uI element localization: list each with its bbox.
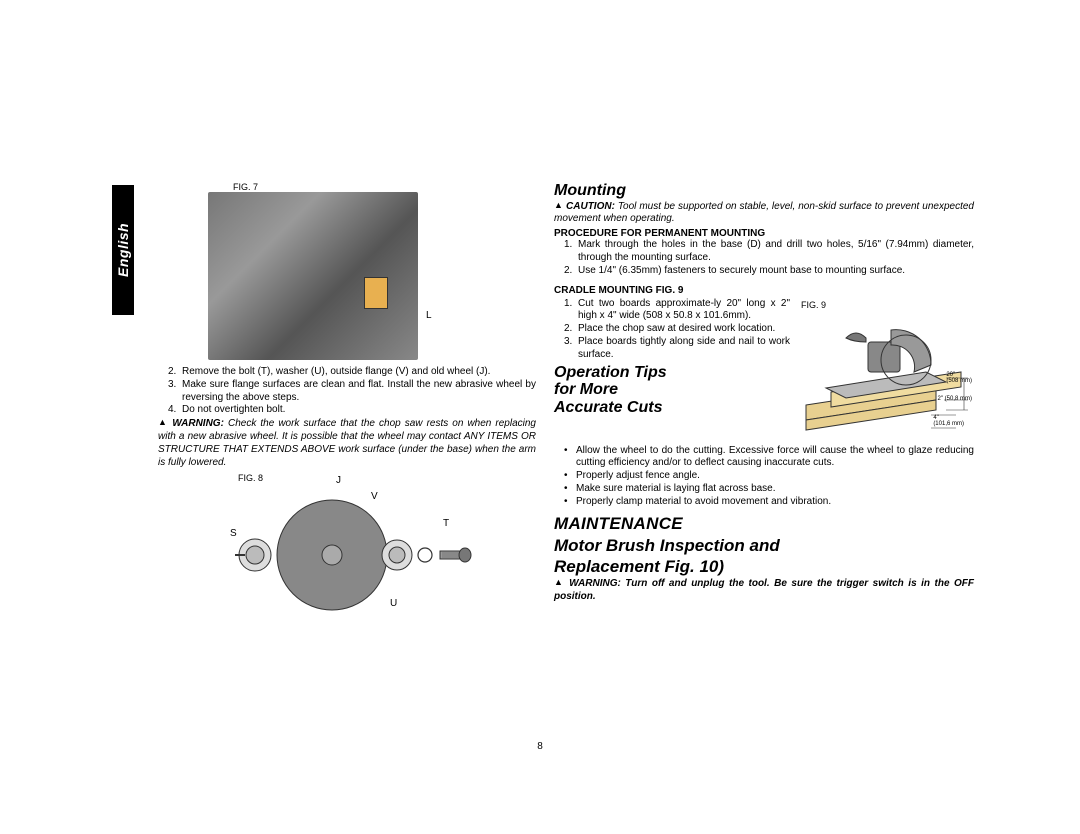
step-number: 2. <box>564 323 578 336</box>
step-number: 3. <box>168 379 182 405</box>
bullet-item: • Properly adjust fence angle. <box>564 470 974 483</box>
warning-icon: ▲ <box>554 577 565 587</box>
bullet-dot: • <box>564 496 576 509</box>
maintenance-warning: ▲ WARNING: Turn off and unplug the tool.… <box>554 577 974 604</box>
fig8-label: FIG. 8 <box>238 473 263 483</box>
fig9-label: FIG. 9 <box>801 300 974 310</box>
figure-7: FIG. 7 L <box>158 182 536 360</box>
caution-label: CAUTION: <box>566 201 615 212</box>
dim-20: 20"(508 mm) <box>946 372 972 384</box>
motor-heading-2: Replacement Fig. 10) <box>554 558 974 577</box>
step-number: 2. <box>564 265 578 278</box>
motor-heading-1: Motor Brush Inspection and <box>554 537 974 556</box>
list-item: 1. Cut two boards approximate-ly 20" lon… <box>564 298 790 324</box>
step-number: 1. <box>564 239 578 265</box>
bullet-item: • Make sure material is laying flat acro… <box>564 483 974 496</box>
step-number: 3. <box>564 336 578 362</box>
figure-8: FIG. 8 J V T S U <box>158 473 536 643</box>
cradle-mounting-heading: CRADLE MOUNTING FIG. 9 <box>554 285 683 296</box>
bullet-text: Allow the wheel to do the cutting. Exces… <box>576 445 974 471</box>
step-text: Use 1/4" (6.35mm) fasteners to securely … <box>578 265 974 278</box>
bullet-text: Properly adjust fence angle. <box>576 470 974 483</box>
list-item: 2. Place the chop saw at desired work lo… <box>564 323 790 336</box>
bullet-dot: • <box>564 483 576 496</box>
callout-U: U <box>390 598 397 609</box>
fig7-label: FIG. 7 <box>233 182 536 192</box>
permanent-mounting-heading: PROCEDURE FOR PERMANENT MOUNTING <box>554 228 974 239</box>
warning-label: WARNING: <box>569 578 621 589</box>
bullet-item: • Properly clamp material to avoid movem… <box>564 496 974 509</box>
callout-J: J <box>336 475 341 486</box>
bullet-dot: • <box>564 470 576 483</box>
step-text: Place boards tightly along side and nail… <box>578 336 790 362</box>
list-item: 1. Mark through the holes in the base (D… <box>564 239 974 265</box>
ops-heading-1: Operation Tips <box>554 364 792 382</box>
fig7-callout-L: L <box>426 310 432 321</box>
caution-icon: ▲ <box>554 200 563 210</box>
warning-paragraph: ▲ WARNING: Check the work surface that t… <box>158 417 536 469</box>
list-item: 2. Use 1/4" (6.35mm) fasteners to secure… <box>564 265 974 278</box>
caution-text: Tool must be supported on stable, level,… <box>554 201 974 225</box>
step-text: Mark through the holes in the base (D) a… <box>578 239 974 265</box>
dim-2: 2" (50,8 mm) <box>938 396 972 402</box>
bullet-dot: • <box>564 445 576 471</box>
step-number: 1. <box>564 298 578 324</box>
figure-9: FIG. 9 <box>796 300 974 445</box>
ops-heading-2: for More <box>554 381 792 399</box>
list-item: 3. Place boards tightly along side and n… <box>564 336 790 362</box>
page-number: 8 <box>0 741 1080 752</box>
list-item: 4. Do not overtighten bolt. <box>168 404 536 417</box>
list-item: 2. Remove the bolt (T), washer (U), outs… <box>168 366 536 379</box>
right-column: Mounting ▲ CAUTION: Tool must be support… <box>554 182 974 604</box>
step-text: Cut two boards approximate-ly 20" long x… <box>578 298 790 324</box>
left-column: FIG. 7 L 2. Remove the bolt (T), washer … <box>158 182 536 643</box>
step-text: Do not overtighten bolt. <box>182 404 536 417</box>
callout-T: T <box>443 518 449 529</box>
callout-S: S <box>230 528 237 539</box>
bullet-item: • Allow the wheel to do the cutting. Exc… <box>564 445 974 471</box>
step-text: Place the chop saw at desired work locat… <box>578 323 790 336</box>
callout-V: V <box>371 491 378 502</box>
bullet-text: Properly clamp material to avoid movemen… <box>576 496 974 509</box>
step-text: Make sure flange surfaces are clean and … <box>182 379 536 405</box>
fig7-image <box>208 192 418 360</box>
fig8-diagram <box>217 473 477 628</box>
maintenance-heading: MAINTENANCE <box>554 514 974 534</box>
mounting-heading: Mounting <box>554 182 974 200</box>
step-number: 4. <box>168 404 182 417</box>
step-number: 2. <box>168 366 182 379</box>
step-text: Remove the bolt (T), washer (U), outside… <box>182 366 536 379</box>
list-item: 3. Make sure flange surfaces are clean a… <box>168 379 536 405</box>
language-tab: English <box>112 185 134 315</box>
caution-paragraph: ▲ CAUTION: Tool must be supported on sta… <box>554 200 974 227</box>
warning-icon: ▲ <box>158 417 168 427</box>
dim-4: 4"(101,6 mm) <box>933 415 964 427</box>
ops-heading-3: Accurate Cuts <box>554 399 792 417</box>
bullet-text: Make sure material is laying flat across… <box>576 483 974 496</box>
warning-label: WARNING: <box>172 418 224 429</box>
